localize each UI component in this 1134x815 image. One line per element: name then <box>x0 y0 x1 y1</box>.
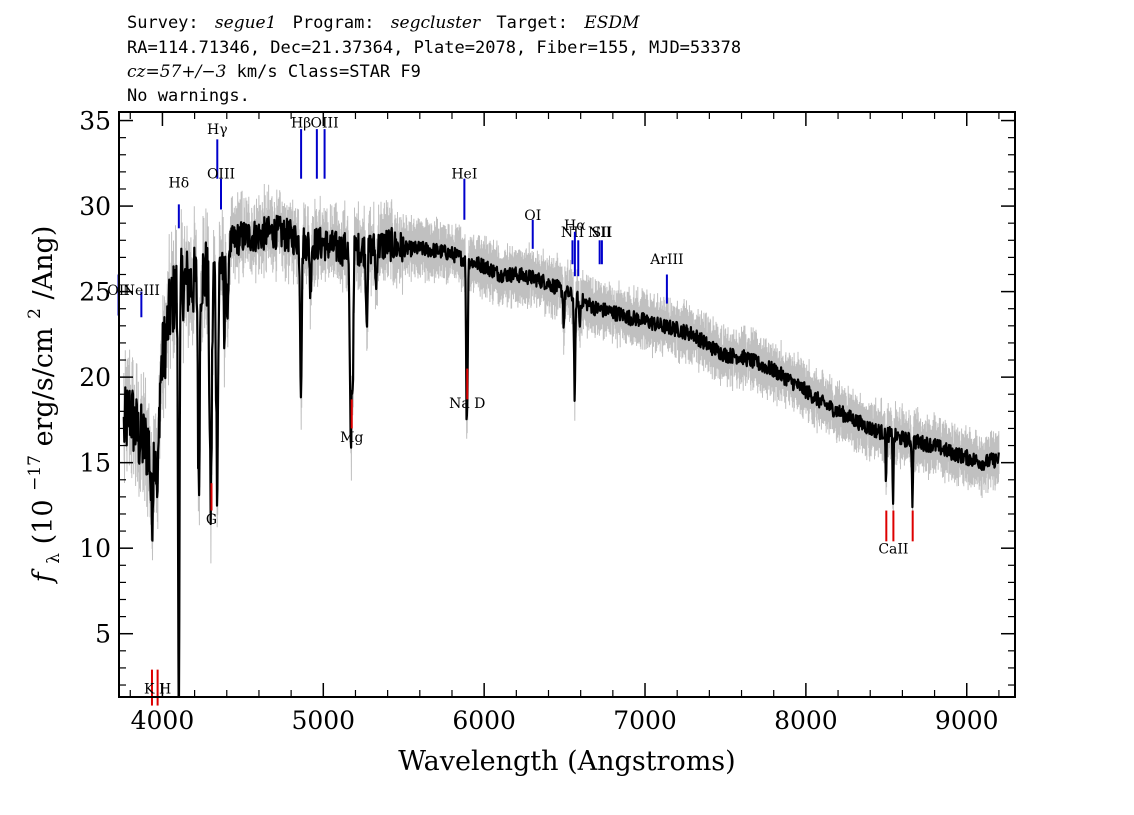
survey-value: segue1 <box>215 13 277 33</box>
header-line-2: RA=114.71346, Dec=21.37364, Plate=2078, … <box>127 38 741 58</box>
emission-line-label-3: Hγ <box>207 122 228 138</box>
y-axis-title-suffix: /Ang) <box>28 226 59 300</box>
emission-line-label-1: NeIII <box>123 283 160 299</box>
y-tick-label-0: 5 <box>95 620 111 649</box>
emission-line-label-10: NII <box>561 225 584 241</box>
emission-line-label-8: HeI <box>451 167 477 183</box>
y-axis-title-exp1: −17 <box>25 455 45 491</box>
x-tick-label-4: 8000 <box>774 706 838 735</box>
y-tick-label-2: 15 <box>79 449 111 478</box>
noise-layer <box>123 183 1000 697</box>
redshift-value: cz=57+/−3 <box>127 62 226 82</box>
emission-line-label-4: OIII <box>207 167 235 183</box>
x-tick-label-3: 7000 <box>613 706 677 735</box>
emission-line-label-2: Hδ <box>169 175 190 191</box>
y-tick-label-6: 35 <box>79 107 111 136</box>
y-axis-title-lambda: λ <box>44 553 64 564</box>
flux-layer <box>122 214 1000 697</box>
target-value: ESDM <box>583 13 640 33</box>
y-tick-label-3: 20 <box>79 363 111 392</box>
header-line-3: cz=57+/−3 km/s Class=STAR F9 <box>127 62 421 82</box>
x-tick-label-1: 5000 <box>291 706 355 735</box>
header-line-4: No warnings. <box>127 86 250 106</box>
y-axis-title-units: erg/s/cm <box>28 327 59 446</box>
y-tick-label-1: 10 <box>79 534 111 563</box>
class-value: km/s Class=STAR F9 <box>237 62 421 82</box>
x-axis-title: Wavelength (Angstroms) <box>398 746 735 777</box>
emission-line-label-13: NII <box>588 225 611 241</box>
absorption-line-label-6: CaII <box>878 541 908 557</box>
plot-header: Survey: segue1 Program: segcluster Targe… <box>127 13 741 106</box>
emission-line-label-11: Hα <box>564 218 586 234</box>
y-axis-title-f: f <box>28 568 59 584</box>
y-tick-label-5: 30 <box>79 192 111 221</box>
absorption-line-label-2: G <box>206 512 217 528</box>
emission-line-label-15: ArIII <box>649 252 683 268</box>
y-axis-title: f λ (10 −17 erg/s/cm 2 /Ang) <box>16 226 66 585</box>
absorption-line-label-3: Mg <box>340 430 363 446</box>
noise-trace <box>123 183 1000 697</box>
program-label: Program: <box>293 13 375 33</box>
y-tick-label-4: 25 <box>79 278 111 307</box>
emission-line-label-7: OIII <box>311 115 339 131</box>
y-axis-title-exp2: 2 <box>25 308 45 319</box>
emission-line-label-5: Hβ <box>291 115 311 131</box>
emission-line-label-9: OI <box>524 208 541 224</box>
flux-trace <box>122 214 1000 697</box>
program-value: segcluster <box>391 13 481 33</box>
survey-label: Survey: <box>127 13 199 33</box>
x-tick-label-2: 6000 <box>452 706 516 735</box>
target-label: Target: <box>496 13 568 33</box>
absorption-line-label-1: K H <box>144 682 171 698</box>
axis-ticks: 4000 5000 6000 7000 8000 9000 5 10 15 20 25 30 35 <box>79 107 1015 735</box>
emission-line-label-14: SII <box>592 225 613 241</box>
absorption-line-label-4: Na D <box>449 396 485 412</box>
y-axis-title-mid: (10 <box>28 500 59 545</box>
x-tick-label-0: 4000 <box>131 706 195 735</box>
plot-frame <box>118 111 1016 698</box>
x-tick-label-5: 9000 <box>935 706 999 735</box>
header-line-1: Survey: segue1 Program: segcluster Targe… <box>127 13 640 33</box>
